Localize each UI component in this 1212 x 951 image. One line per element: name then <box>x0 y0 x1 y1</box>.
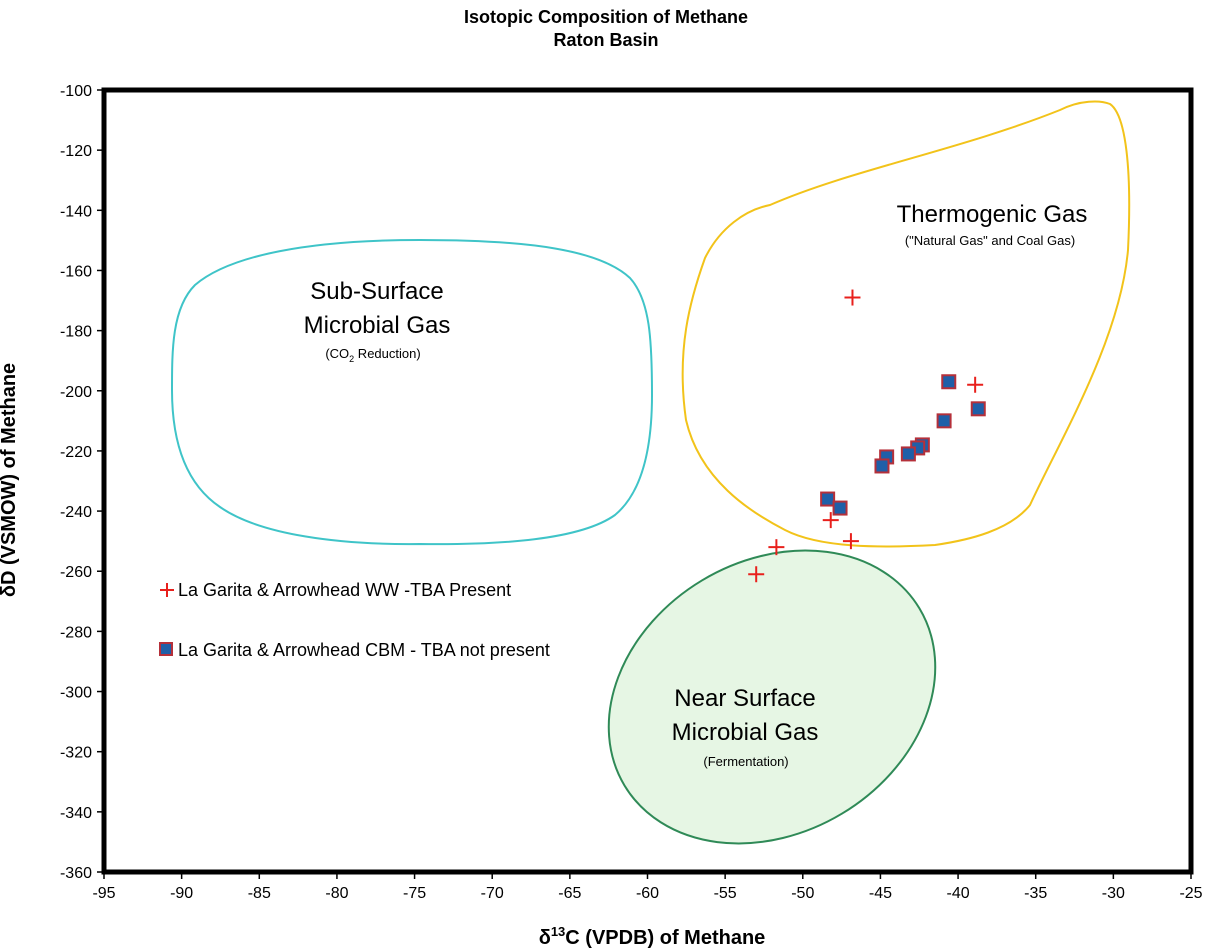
data-point-square <box>900 446 916 462</box>
chart-title-line2: Raton Basin <box>553 30 658 50</box>
y-tick-label: -300 <box>60 685 92 702</box>
region-subsurface-label-line2: Microbial Gas <box>304 312 451 339</box>
region-thermogenic-label: Thermogenic Gas <box>897 201 1088 228</box>
data-point-plus <box>844 289 861 306</box>
legend: La Garita & Arrowhead WW -TBA Present La… <box>159 580 550 660</box>
x-tick-label: -25 <box>1179 885 1202 902</box>
regions <box>170 100 1131 845</box>
region-thermogenic-outline <box>681 100 1131 548</box>
x-tick-label: -95 <box>92 885 115 902</box>
x-tick-label: -80 <box>325 885 348 902</box>
region-thermogenic-note: ("Natural Gas" and Coal Gas) <box>905 233 1075 248</box>
region-subsurface-note: (CO2 Reduction) <box>325 346 420 364</box>
x-axis: -95 -90 -85 -80 -75 -70 -65 -60 -55 -50 -45 -40 -35 -… <box>92 872 1203 902</box>
y-axis: -100 -120 -140 -160 -180 -200 -220 -240 -260 -280… <box>60 83 104 882</box>
y-tick-label: -160 <box>60 263 92 280</box>
region-nearsurface-label-line1: Near Surface <box>674 685 815 712</box>
legend-item-ww: La Garita & Arrowhead WW -TBA Present <box>160 580 511 600</box>
x-tick-label: -30 <box>1102 885 1125 902</box>
x-tick-label: -55 <box>714 885 737 902</box>
chart-title-line1: Isotopic Composition of Methane <box>464 7 748 27</box>
y-tick-label: -180 <box>60 324 92 341</box>
x-tick-label: -75 <box>403 885 426 902</box>
x-tick-label: -35 <box>1024 885 1047 902</box>
x-tick-label: -40 <box>947 885 970 902</box>
y-tick-label: -340 <box>60 805 92 822</box>
y-tick-label: -100 <box>60 83 92 100</box>
y-tick-label: -360 <box>60 865 92 882</box>
region-nearsurface-outline <box>607 549 937 845</box>
region-nearsurface-note: (Fermentation) <box>703 754 788 769</box>
data-point-square <box>941 374 957 390</box>
data-point-plus <box>822 512 839 529</box>
data-point-plus <box>768 539 785 556</box>
y-tick-label: -240 <box>60 504 92 521</box>
y-tick-label: -200 <box>60 384 92 401</box>
region-subsurface-label-line1: Sub-Surface <box>310 278 443 305</box>
x-tick-label: -45 <box>869 885 892 902</box>
y-tick-label: -280 <box>60 624 92 641</box>
x-tick-label: -70 <box>481 885 504 902</box>
data-point-square <box>832 500 848 516</box>
data-point-square <box>874 458 890 474</box>
data-point-square <box>936 413 952 429</box>
data-points <box>748 289 986 583</box>
legend-label-cbm: La Garita & Arrowhead CBM - TBA not pres… <box>178 640 550 660</box>
y-axis-title: δD (VSMOW) of Methane <box>0 363 20 597</box>
x-tick-label: -60 <box>636 885 659 902</box>
x-tick-label: -90 <box>170 885 193 902</box>
y-tick-label: -220 <box>60 444 92 461</box>
region-subsurface-outline <box>170 238 654 546</box>
x-axis-title: δ13C (VPDB) of Methane <box>539 924 766 949</box>
x-tick-label: -85 <box>248 885 271 902</box>
x-tick-label: -50 <box>791 885 814 902</box>
x-tick-label: -65 <box>558 885 581 902</box>
region-nearsurface-label-line2: Microbial Gas <box>672 719 819 746</box>
data-point-plus <box>748 566 765 583</box>
legend-marker-square <box>159 642 173 656</box>
data-point-square <box>970 401 986 417</box>
legend-item-cbm: La Garita & Arrowhead CBM - TBA not pres… <box>159 640 550 660</box>
legend-label-ww: La Garita & Arrowhead WW -TBA Present <box>178 580 511 600</box>
y-tick-label: -320 <box>60 745 92 762</box>
y-tick-label: -140 <box>60 203 92 220</box>
data-point-plus <box>842 533 859 550</box>
y-tick-label: -120 <box>60 143 92 160</box>
legend-marker-plus <box>160 583 174 597</box>
y-tick-label: -260 <box>60 564 92 581</box>
data-point-plus <box>967 376 984 393</box>
data-point-square <box>820 491 836 507</box>
